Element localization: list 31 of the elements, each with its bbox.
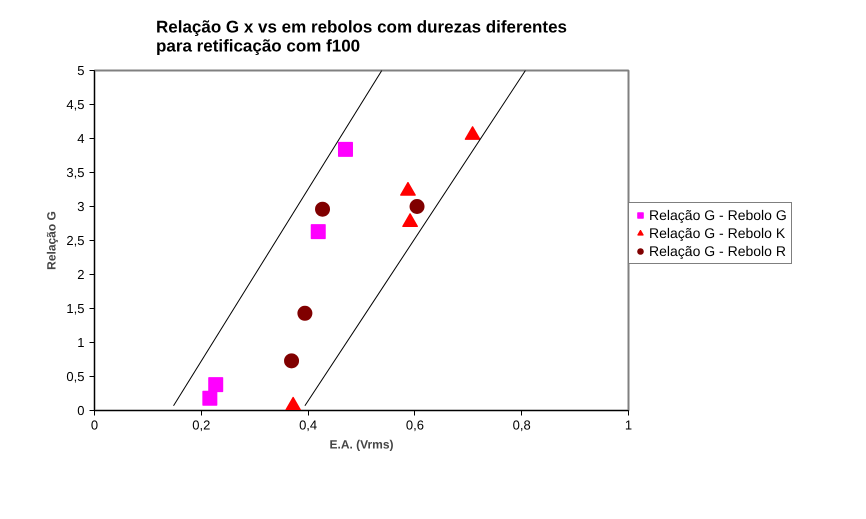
point	[310, 224, 326, 240]
y-tick-label: 0,5	[66, 369, 85, 384]
y-tick-label: 4,5	[66, 97, 85, 112]
point	[315, 202, 330, 217]
y-tick-label: 0	[77, 403, 85, 418]
point	[202, 390, 218, 406]
y-tick-label: 4	[77, 131, 85, 146]
x-tick-label: 0	[90, 418, 98, 432]
point	[297, 306, 312, 321]
legend-label: Relação G - Rebolo G	[649, 207, 787, 223]
y-tick-label: 1	[77, 335, 85, 350]
x-tick-label: 0,2	[192, 418, 210, 432]
legend-label: Relação G - Rebolo K	[649, 225, 786, 241]
x-axis-title: E.A. (Vrms)	[329, 438, 394, 452]
x-tick-label: 0,4	[299, 418, 318, 432]
y-tick-label: 2,5	[66, 233, 85, 248]
y-tick-label: 5	[77, 63, 85, 78]
chart-title: Relação G x vs em rebolos com durezas diferentes para retificação com f100	[156, 18, 567, 56]
x-tick-label: 0,8	[512, 418, 531, 432]
y-tick-label: 3	[77, 199, 85, 214]
y-tick-label: 3,5	[66, 165, 85, 180]
point	[208, 377, 224, 392]
y-tick-label: 2	[77, 267, 85, 282]
point	[284, 353, 300, 368]
point	[338, 142, 353, 157]
x-tick-label: 0,6	[406, 418, 424, 432]
y-axis-title: Relação G	[44, 211, 58, 270]
x-tick-label: 1	[624, 418, 632, 432]
point	[410, 199, 425, 214]
y-tick-label: 1,5	[66, 301, 85, 316]
legend-label: Relação G - Rebolo R	[649, 243, 786, 259]
